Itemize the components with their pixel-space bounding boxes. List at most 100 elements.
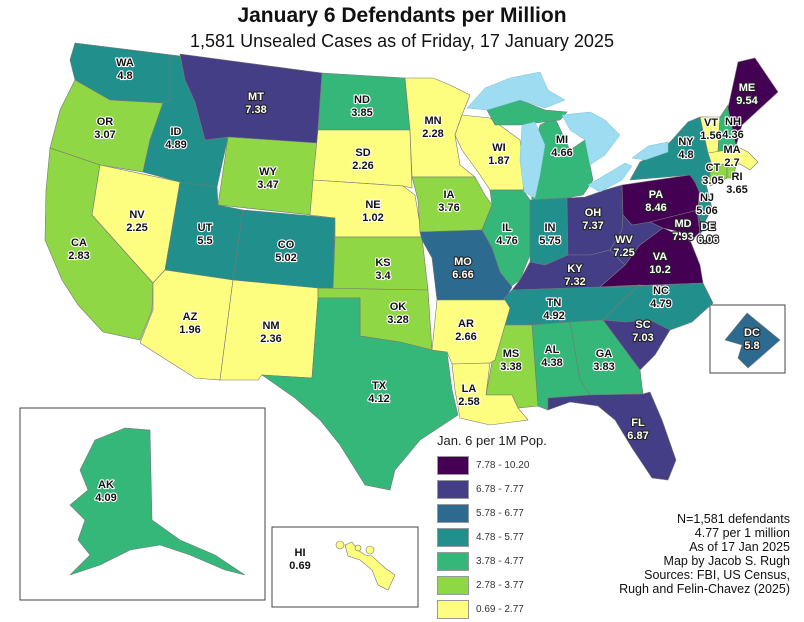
state-value-label: 3.85 <box>351 107 372 119</box>
legend: Jan. 6 per 1M Pop. 7.78 - 10.20 6.78 - 7.… <box>437 433 547 622</box>
state-value-label: 3.05 <box>702 175 723 187</box>
state-value-label: 3.65 <box>726 184 747 196</box>
legend-swatch <box>437 527 469 547</box>
state-value-label: 5.5 <box>197 235 212 247</box>
state-value-label: 4.38 <box>541 357 562 369</box>
state-value-label: 3.07 <box>94 129 115 141</box>
state-abbr-label: SC <box>635 319 650 331</box>
note-line: Map by Jacob S. Rugh <box>663 554 790 568</box>
state-abbr-label: NY <box>678 136 694 148</box>
legend-item: 4.78 - 5.77 <box>437 526 547 548</box>
note-line: As of 17 Jan 2025 <box>689 540 790 554</box>
state-value-label: 7.03 <box>632 332 653 344</box>
state-abbr-label: WI <box>492 142 505 154</box>
state-value-label: 4.8 <box>678 149 693 161</box>
state-abbr-label: FL <box>631 417 645 429</box>
state-abbr-label: UT <box>198 222 213 234</box>
legend-item: 3.78 - 4.77 <box>437 550 547 572</box>
state-hi-island <box>365 545 375 555</box>
state-abbr-label: GA <box>596 348 613 360</box>
state-value-label: 4.36 <box>722 129 743 141</box>
state-abbr-label: AR <box>458 318 474 330</box>
state-value-label: 9.54 <box>736 95 758 107</box>
state-abbr-label: MD <box>674 218 691 230</box>
state-abbr-label: WY <box>259 166 277 178</box>
legend-swatch <box>437 575 469 595</box>
state-abbr-label: MT <box>248 91 264 103</box>
map-title: January 6 Defendants per Million <box>237 4 567 27</box>
legend-range-label: 2.78 - 3.77 <box>476 579 524 591</box>
state-ak <box>69 427 246 576</box>
state-abbr-label: VT <box>704 117 718 129</box>
state-value-label: 7.32 <box>564 276 585 288</box>
legend-item: 6.78 - 7.77 <box>437 478 547 500</box>
state-value-label: 3.38 <box>500 361 521 373</box>
legend-range-label: 4.78 - 5.77 <box>476 531 524 543</box>
lake <box>631 141 669 161</box>
state-value-label: 1.87 <box>488 155 509 167</box>
state-value-label: 4.76 <box>496 235 517 247</box>
state-value-label: 2.26 <box>352 160 373 172</box>
state-abbr-label: WV <box>615 234 633 246</box>
state-value-label: 6.87 <box>627 430 648 442</box>
state-value-label: 2.28 <box>422 128 443 140</box>
note-line: 4.77 per 1 million <box>694 526 790 540</box>
state-abbr-label: HI <box>295 547 306 559</box>
map-notes: N=1,581 defendants 4.77 per 1 million As… <box>619 512 790 596</box>
state-la <box>451 362 529 426</box>
state-abbr-label: RI <box>732 171 743 183</box>
state-va <box>599 227 704 288</box>
state-abbr-label: CA <box>71 237 87 249</box>
state-value-label: 2.7 <box>724 157 739 169</box>
state-value-label: 2.25 <box>126 222 147 234</box>
state-abbr-label: AK <box>98 479 114 491</box>
state-value-label: 1.96 <box>179 324 200 336</box>
state-abbr-label: IL <box>502 222 512 234</box>
state-abbr-label: WA <box>116 57 134 69</box>
state-value-label: 4.89 <box>165 139 186 151</box>
lake <box>519 121 546 199</box>
state-abbr-label: CT <box>706 162 721 174</box>
note-line: N=1,581 defendants <box>677 512 790 526</box>
state-abbr-label: MI <box>556 134 568 146</box>
state-sd <box>312 129 413 189</box>
state-value-label: 3.76 <box>438 202 459 214</box>
state-value-label: 1.02 <box>362 212 383 224</box>
state-abbr-label: MO <box>454 256 472 268</box>
state-value-label: 5.02 <box>275 252 296 264</box>
state-abbr-label: TX <box>372 380 387 392</box>
state-value-label: 8.46 <box>645 202 666 214</box>
state-value-label: 3.28 <box>387 314 408 326</box>
state-abbr-label: OR <box>97 116 114 128</box>
state-value-label: 7.37 <box>582 220 603 232</box>
state-value-label: 6.66 <box>452 269 473 281</box>
state-abbr-label: NV <box>129 209 145 221</box>
legend-item: 5.78 - 6.77 <box>437 502 547 524</box>
legend-swatch <box>437 503 469 523</box>
state-abbr-label: MS <box>503 348 520 360</box>
state-value-label: 4.92 <box>543 310 564 322</box>
state-value-label: 2.83 <box>68 250 89 262</box>
note-line: Rugh and Felin-Chavez (2025) <box>619 582 790 596</box>
state-abbr-label: NJ <box>700 192 714 204</box>
legend-item: 2.78 - 3.77 <box>437 574 547 596</box>
state-dc <box>724 312 781 369</box>
state-value-label: 4.8 <box>117 70 132 82</box>
state-value-label: 3.4 <box>375 270 391 282</box>
state-abbr-label: DE <box>700 221 715 233</box>
legend-swatch <box>437 599 469 619</box>
state-ri <box>726 163 737 179</box>
state-abbr-label: IA <box>444 189 455 201</box>
state-hi-island <box>335 540 345 550</box>
legend-range-label: 7.78 - 10.20 <box>476 459 530 471</box>
map-subtitle: 1,581 Unsealed Cases as of Friday, 17 Ja… <box>190 31 614 51</box>
state-value-label: 5.06 <box>696 205 717 217</box>
state-value-label: 5.8 <box>744 340 759 352</box>
state-value-label: 4.12 <box>368 393 389 405</box>
legend-title: Jan. 6 per 1M Pop. <box>437 433 547 448</box>
state-abbr-label: AL <box>545 344 560 356</box>
state-abbr-label: PA <box>649 189 664 201</box>
state-value-label: 3.83 <box>593 361 614 373</box>
state-abbr-label: NC <box>653 285 669 297</box>
